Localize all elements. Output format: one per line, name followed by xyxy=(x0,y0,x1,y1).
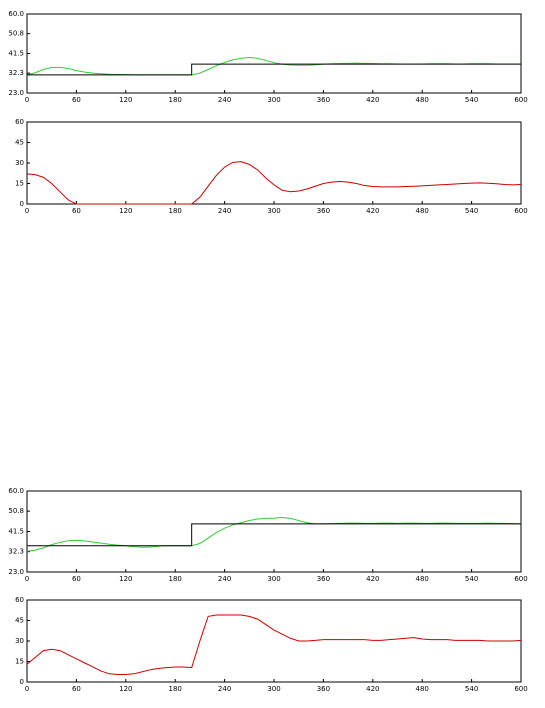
y-tick-label: 0 xyxy=(20,678,24,686)
y-tick-label: 23.0 xyxy=(8,89,24,97)
plot-frame xyxy=(26,13,522,94)
x-tick-label: 420 xyxy=(366,96,379,104)
plot-frame xyxy=(26,121,522,205)
x-tick-label: 540 xyxy=(465,685,478,693)
y-tick-label: 0 xyxy=(20,200,24,208)
x-tick-label: 480 xyxy=(416,207,429,215)
y-tick-label: 32.3 xyxy=(8,548,24,556)
x-tick-label: 540 xyxy=(465,207,478,215)
x-tick-label: 540 xyxy=(465,96,478,104)
x-tick-label: 0 xyxy=(25,575,29,583)
y-tick-label: 41.5 xyxy=(8,50,24,58)
x-tick-label: 600 xyxy=(514,207,527,215)
x-tick-label: 120 xyxy=(119,96,132,104)
y-tick-label: 15 xyxy=(15,180,24,188)
x-tick-label: 300 xyxy=(267,96,280,104)
x-tick-label: 360 xyxy=(317,685,330,693)
y-tick-label: 45 xyxy=(15,139,24,147)
y-tick-label: 30 xyxy=(15,637,24,645)
y-tick-label: 32.3 xyxy=(8,69,24,77)
x-tick-label: 300 xyxy=(267,685,280,693)
y-tick-label: 50.8 xyxy=(8,507,24,515)
x-tick-label: 60 xyxy=(72,96,81,104)
x-tick-label: 240 xyxy=(218,96,231,104)
x-tick-label: 120 xyxy=(119,207,132,215)
x-tick-label: 360 xyxy=(317,575,330,583)
y-tick-label: 50.8 xyxy=(8,30,24,38)
x-tick-label: 480 xyxy=(416,685,429,693)
x-tick-label: 180 xyxy=(169,575,182,583)
data-line xyxy=(27,523,521,547)
plot-frame xyxy=(26,599,522,683)
x-tick-label: 420 xyxy=(366,685,379,693)
x-tick-label: 180 xyxy=(169,96,182,104)
data-line xyxy=(26,161,522,205)
x-tick-label: 120 xyxy=(119,685,132,693)
x-tick-label: 240 xyxy=(218,685,231,693)
x-tick-label: 300 xyxy=(267,207,280,215)
x-tick-label: 480 xyxy=(416,575,429,583)
x-tick-label: 420 xyxy=(366,207,379,215)
y-tick-label: 60 xyxy=(15,596,24,604)
x-tick-label: 60 xyxy=(72,207,81,215)
y-tick-label: 30 xyxy=(15,159,24,167)
x-tick-label: 180 xyxy=(169,685,182,693)
x-tick-label: 600 xyxy=(514,685,527,693)
data-line xyxy=(27,63,521,76)
plot-frame xyxy=(26,490,522,573)
data-line xyxy=(26,516,522,552)
y-tick-label: 23.0 xyxy=(8,568,24,576)
x-tick-label: 360 xyxy=(317,96,330,104)
y-tick-label: 60.0 xyxy=(8,10,24,18)
y-tick-label: 60.0 xyxy=(8,487,24,495)
data-line xyxy=(26,614,522,675)
x-tick-label: 600 xyxy=(514,96,527,104)
y-tick-label: 41.5 xyxy=(8,528,24,536)
x-tick-label: 240 xyxy=(218,575,231,583)
x-tick-label: 180 xyxy=(169,207,182,215)
x-tick-label: 60 xyxy=(72,575,81,583)
x-tick-label: 360 xyxy=(317,207,330,215)
x-tick-label: 240 xyxy=(218,207,231,215)
x-tick-label: 300 xyxy=(267,575,280,583)
y-tick-label: 45 xyxy=(15,617,24,625)
x-tick-label: 60 xyxy=(72,685,81,693)
y-tick-label: 15 xyxy=(15,658,24,666)
x-tick-label: 420 xyxy=(366,575,379,583)
x-tick-label: 0 xyxy=(25,96,29,104)
y-tick-label: 60 xyxy=(15,118,24,126)
x-tick-label: 0 xyxy=(25,207,29,215)
x-tick-label: 600 xyxy=(514,575,527,583)
x-tick-label: 480 xyxy=(416,96,429,104)
data-line xyxy=(26,57,521,76)
x-tick-label: 0 xyxy=(25,685,29,693)
x-tick-label: 120 xyxy=(119,575,132,583)
x-tick-label: 540 xyxy=(465,575,478,583)
